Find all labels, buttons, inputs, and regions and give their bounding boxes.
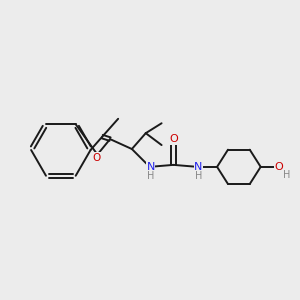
- Text: H: H: [147, 171, 154, 181]
- Text: H: H: [283, 170, 290, 180]
- Text: N: N: [194, 162, 202, 172]
- Text: O: O: [92, 152, 101, 163]
- Text: O: O: [274, 162, 283, 172]
- Text: H: H: [195, 171, 202, 181]
- Text: N: N: [146, 162, 155, 172]
- Text: O: O: [169, 134, 178, 144]
